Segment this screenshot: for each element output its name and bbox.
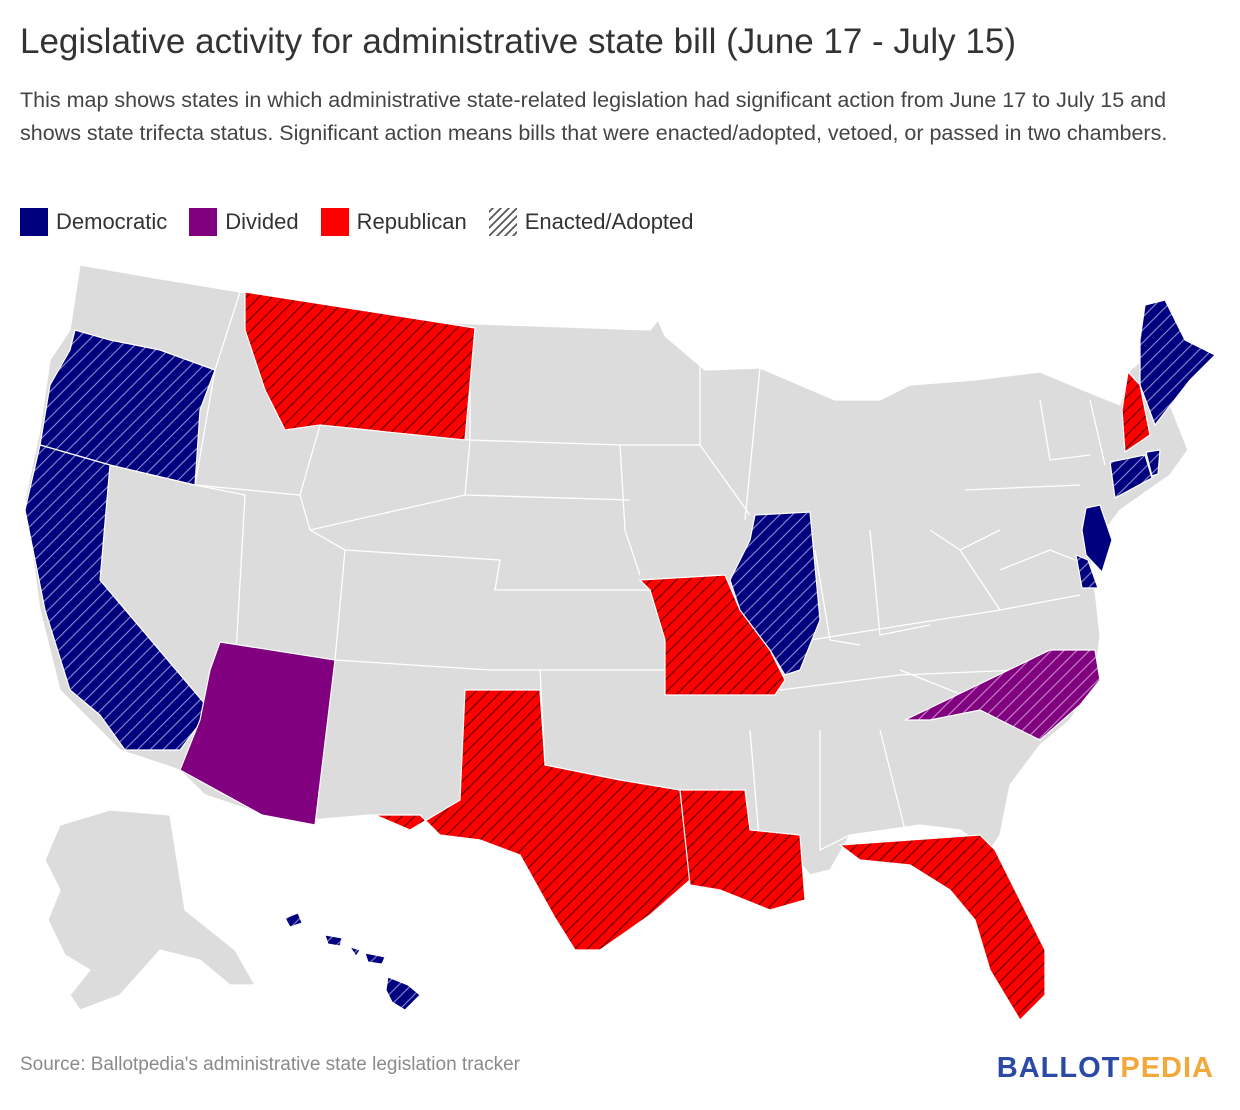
state-connecticut [1109,454,1153,499]
state-louisiana [679,789,806,911]
state-alaska [44,809,257,1011]
legend-label: Democratic [56,209,168,234]
state-florida [838,834,1046,1021]
state-arizona [179,641,336,826]
map-description: This map shows states in which administr… [20,88,1168,145]
state-delaware [1075,554,1099,589]
us-map [24,264,1217,1021]
legend-label: Republican [356,209,467,234]
legend-label: Divided [225,209,299,234]
legend-item-republican: Republican [320,208,467,236]
state-hawaii [284,912,421,1011]
state-maine [1139,299,1217,427]
state-montana [244,291,476,441]
state-texas [374,689,691,951]
state-new-hampshire [1121,370,1151,454]
legend-item-enacted: Enacted/Adopted [488,208,694,236]
state-north-carolina [904,649,1101,741]
legend-swatch-divided [189,208,218,236]
logo-part: PEDIA [1120,1052,1214,1084]
legend-label: Enacted/Adopted [524,209,694,234]
ballotpedia-logo: BALLOTPEDIA [997,1052,1214,1085]
state-california [24,444,211,751]
state-rhode-island [1145,449,1161,477]
state-illinois [729,511,821,676]
logo-part: BALLOT [996,1052,1121,1084]
legend-item-democratic: Democratic [20,208,167,236]
legend-swatch-republican [320,208,349,236]
legend: Democratic Divided Republican Enacted/Ad… [20,208,716,236]
state-missouri [638,574,786,696]
page-title: Legislative activity for administrative … [20,22,1016,61]
legend-swatch-hatched [488,208,517,236]
legend-swatch-democratic [20,208,48,236]
state-new-jersey [1081,504,1113,574]
state-oregon [39,329,216,486]
source-note: Source: Ballotpedia's administrative sta… [20,1054,520,1075]
legend-item-divided: Divided [189,208,299,236]
